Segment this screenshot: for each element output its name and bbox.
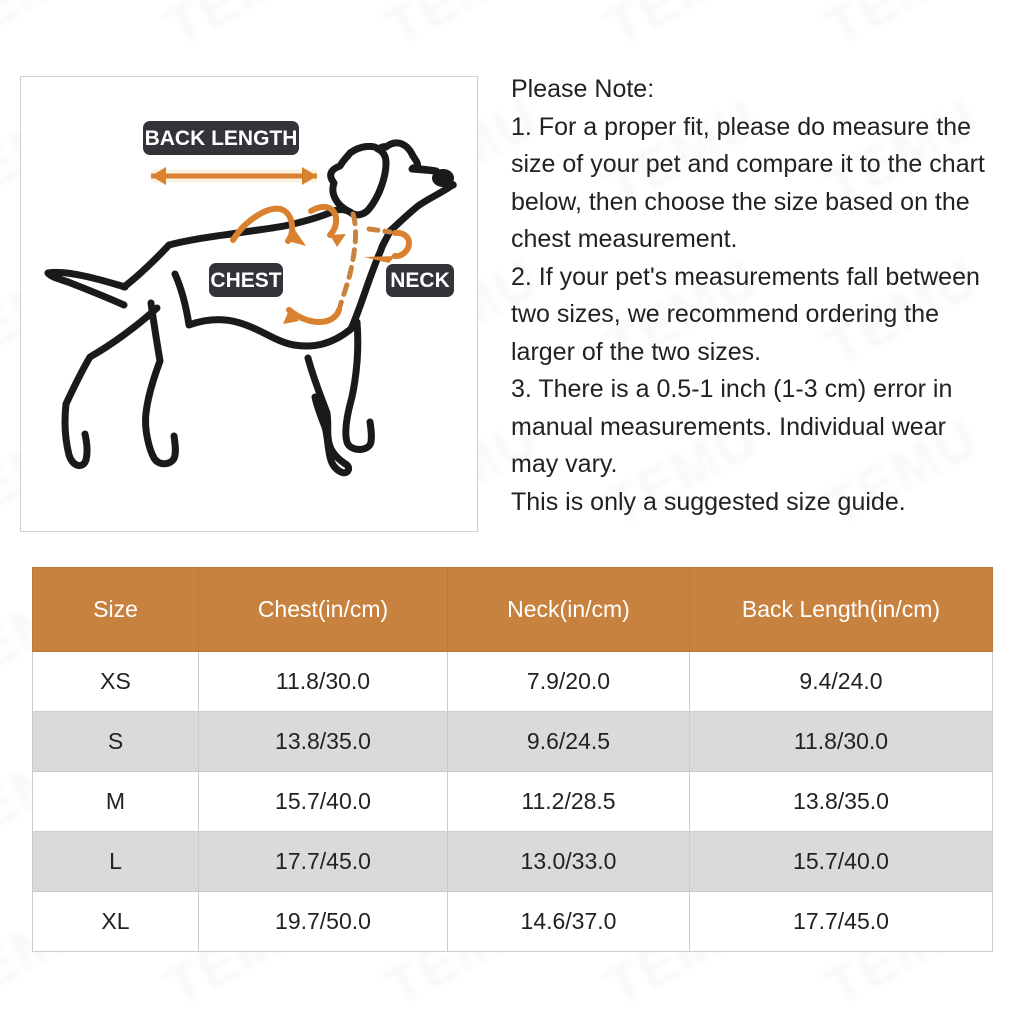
svg-text:NECK: NECK (390, 269, 450, 292)
svg-text:CHEST: CHEST (210, 269, 281, 292)
svg-text:BACK LENGTH: BACK LENGTH (145, 127, 298, 150)
